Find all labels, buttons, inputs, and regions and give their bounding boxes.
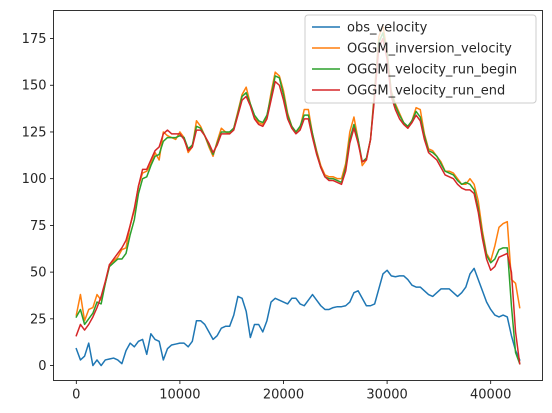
y-tick-label: 75 — [30, 219, 47, 234]
y-tick-label: 25 — [30, 312, 47, 327]
series-line-oggm-velocity-run-end — [75, 37, 521, 365]
y-tick-label: 100 — [22, 172, 47, 187]
legend: obs_velocity OGGM_inversion_velocity OGGM_… — [304, 14, 537, 104]
legend-label: OGGM_velocity_run_end — [347, 84, 505, 99]
series-line-oggm-velocity-run-begin — [75, 32, 521, 365]
x-tick-label: 10000 — [159, 388, 200, 403]
y-tick-label: 0 — [38, 359, 46, 374]
y-tick-label: 175 — [22, 32, 47, 47]
y-tick-label: 50 — [30, 266, 47, 281]
x-tick-label: 0 — [72, 388, 80, 403]
legend-label: OGGM_velocity_run_begin — [347, 63, 517, 78]
legend-label: OGGM_inversion_velocity — [347, 42, 512, 57]
x-axis: 0 10000 20000 30000 40000 — [72, 380, 511, 403]
legend-label: obs_velocity — [347, 21, 428, 36]
plot-area-frame — [53, 10, 543, 381]
y-tick-label: 125 — [22, 125, 47, 140]
x-tick-label: 40000 — [470, 388, 511, 403]
series-line-obs-velocity — [75, 267, 521, 367]
legend-box — [304, 14, 537, 104]
plot-lines — [75, 24, 521, 367]
x-tick-label: 30000 — [366, 388, 407, 403]
x-tick-label: 20000 — [263, 388, 304, 403]
y-tick-label: 150 — [22, 79, 47, 94]
y-axis: 0 25 50 75 100 125 150 175 — [22, 32, 54, 374]
